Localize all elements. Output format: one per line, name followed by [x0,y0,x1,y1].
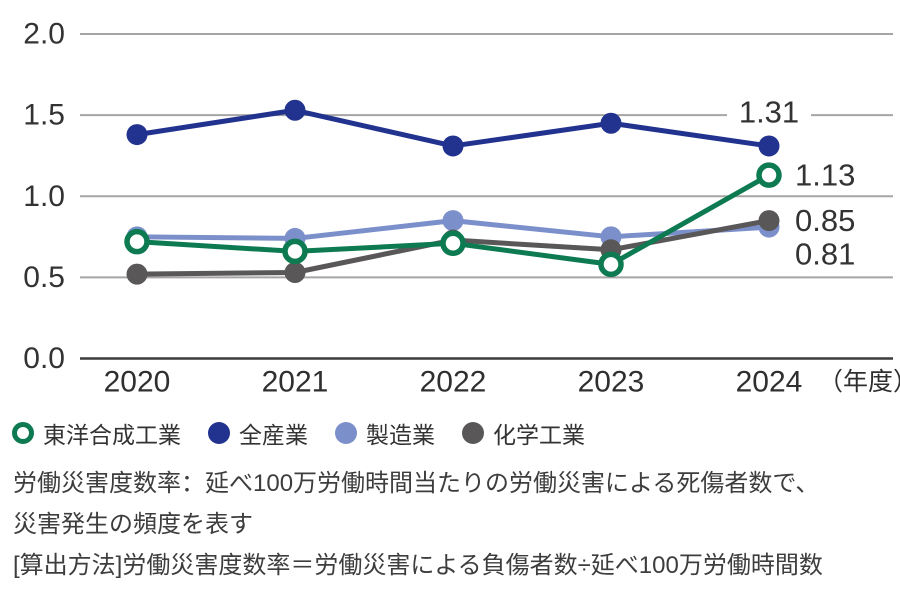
x-tick-label-2020: 2020 [104,366,171,399]
y-tick-label-2.0: 2.0 [23,18,65,51]
footnote-calculation-method: [算出方法]労働災害度数率＝労働災害による負傷者数÷延べ100万労働時間数 [13,552,823,579]
marker-東洋合成工業-2022 [440,230,466,257]
marker-製造業-2022 [442,210,464,232]
marker-全産業-2022 [442,135,464,157]
y-tick-label-0.5: 0.5 [23,261,65,294]
chart-footnote: 労働災害度数率：延べ100万労働時間当たりの労働災害による死傷者数で、 災害発生… [13,463,893,586]
end-label-東洋合成工業: 1.13 [795,158,855,193]
x-tick-label-2021: 2021 [262,366,329,399]
end-label-化学工業: 0.85 [795,203,855,238]
filled-circle-marker-icon [335,422,357,444]
legend-item-chemical-industry: 化学工業 [462,416,585,450]
footnote-definition-line-2: 災害発生の頻度を表す [13,511,253,538]
filled-circle-marker-icon [462,422,484,444]
x-tick-label-2022: 2022 [420,366,487,399]
marker-東洋合成工業-2024 [756,162,782,188]
legend-label: 化学工業 [493,422,585,448]
legend-item-all-industries: 全産業 [208,416,308,450]
y-tick-label-0.0: 0.0 [23,342,65,375]
x-tick-label-2024: 2024 [736,366,803,399]
x-tick-label-2023: 2023 [578,366,645,399]
marker-化学工業-2024 [758,210,780,232]
y-tick-label-1.0: 1.0 [23,180,65,213]
open-circle-marker-icon [12,422,34,444]
legend-label: 製造業 [366,422,435,448]
y-tick-label-1.5: 1.5 [23,99,65,132]
marker-全産業-2020 [126,124,148,146]
marker-全産業-2024 [758,135,780,157]
marker-東洋合成工業-2021 [282,238,308,265]
legend-item-toyo-gosei: 東洋合成工業 [12,416,181,450]
end-label-製造業: 0.81 [795,237,855,272]
marker-化学工業-2021 [284,262,306,284]
legend-item-manufacturing: 製造業 [335,416,435,450]
marker-東洋合成工業-2020 [124,228,150,255]
marker-東洋合成工業-2023 [598,251,624,278]
marker-化学工業-2020 [126,263,148,285]
marker-全産業-2021 [284,99,306,121]
legend-label: 東洋合成工業 [43,422,181,448]
x-axis-unit-label: （年度） [818,368,900,396]
chart-legend: 東洋合成工業 全産業 製造業 化学工業 [12,413,585,453]
footnote-definition-line-1: 労働災害度数率：延べ100万労働時間当たりの労働災害による死傷者数で、 [13,470,820,497]
frequency-rate-line-chart: 0.0 0.5 1.0 1.5 2.0 2020 2021 2022 2023 2024 （年度） 1… [23,18,900,399]
end-label-bg-全産業 [727,92,811,130]
marker-全産業-2023 [600,112,622,134]
legend-label: 全産業 [239,422,308,448]
filled-circle-marker-icon [208,422,230,444]
end-label-全産業: 1.31 [739,94,799,129]
